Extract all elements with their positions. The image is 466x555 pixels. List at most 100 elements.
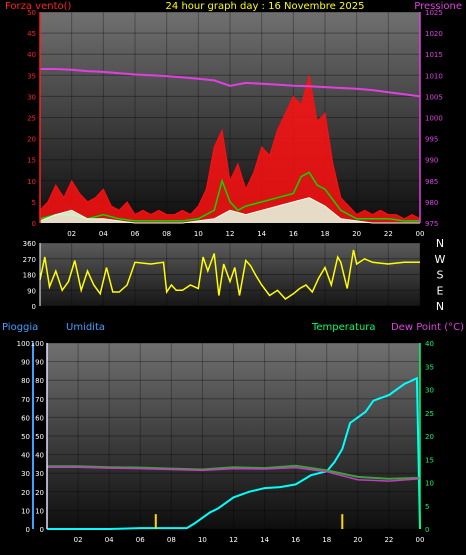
x-tick-label: 06 — [131, 230, 140, 238]
panel-direction-background — [40, 243, 420, 306]
x-tick-label: 18 — [321, 230, 330, 238]
x-tick-label: 22 — [384, 536, 393, 544]
y-right-tick-label: 995 — [425, 136, 438, 144]
y-right-tick-label: 15 — [425, 456, 434, 464]
humidity-tick-label: 20 — [35, 489, 44, 497]
direction-line — [39, 249, 420, 300]
x-tick-label: 06 — [136, 536, 145, 544]
y-right-tick-label: 10 — [425, 480, 434, 488]
temperature-axis-ticks: 0 5 10 15 20 25 30 35 40 — [425, 340, 434, 534]
x-tick-label: 00 — [416, 536, 425, 544]
direction-axis-ticks: 0 90 180 270 360 — [23, 240, 36, 311]
y-tick-label: 25 — [27, 115, 36, 123]
x-tick-label: 18 — [322, 536, 331, 544]
y-right-tick-label: 1005 — [425, 93, 443, 101]
y-tick-label: 10 — [21, 507, 30, 515]
x-tick-label: 08 — [162, 230, 171, 238]
y-tick-label: 15 — [27, 157, 36, 165]
y-right-tick-label: 1000 — [425, 115, 443, 123]
panel-wind-series — [39, 68, 421, 224]
compass-label: E — [437, 284, 444, 297]
y-tick-label: 20 — [21, 489, 30, 497]
y-tick-label: 30 — [21, 470, 30, 478]
humidity-label: Umidita — [66, 322, 105, 333]
y-right-tick-label: 1010 — [425, 72, 443, 80]
wind-label: Forza vento() — [5, 1, 72, 12]
x-tick-label: 12 — [226, 230, 235, 238]
y-tick-label: 360 — [23, 240, 36, 248]
wind_avg-line — [39, 75, 421, 220]
y-right-tick-label: 980 — [425, 199, 438, 207]
panel-humidity-grid — [47, 342, 421, 530]
rain-label: Pioggia — [2, 322, 38, 333]
x-tick-label: 22 — [384, 230, 393, 238]
humidity-tick-label: 80 — [35, 377, 44, 385]
y-right-tick-label: 1015 — [425, 51, 443, 59]
temperature-label: Temperatura — [311, 322, 376, 333]
x-tick-label: 08 — [167, 536, 176, 544]
humidity-tick-label: 50 — [35, 433, 44, 441]
y-right-tick-label: 1025 — [425, 9, 443, 17]
wind_gust-line — [39, 171, 420, 222]
wind_min-line — [39, 197, 420, 224]
pressure-label: Pressione — [414, 1, 462, 12]
y-tick-label: 50 — [27, 9, 36, 17]
x-tick-label: 04 — [105, 536, 114, 544]
panel-humidity-temperature: 0102030405060708090100010203040506070809… — [17, 340, 434, 544]
humidity-tick-label: 40 — [35, 452, 44, 460]
y-right-tick-label: 5 — [425, 503, 429, 511]
y-tick-label: 40 — [21, 452, 30, 460]
y-tick-label: 5 — [32, 199, 36, 207]
humidity-tick-label: 100 — [31, 340, 44, 348]
x-tick-label: 10 — [194, 230, 203, 238]
wind_avg-area — [40, 75, 420, 223]
y-right-tick-label: 30 — [425, 387, 434, 395]
wind-axis-ticks: 0 5 10 15 20 25 30 35 40 45 50 — [27, 9, 36, 228]
y-tick-label: 0 — [32, 303, 36, 311]
y-right-tick-label: 20 — [425, 433, 434, 441]
x-tick-label: 20 — [353, 536, 362, 544]
compass-label: S — [437, 269, 444, 282]
x-tick-label: 02 — [74, 536, 83, 544]
x-tick-label: 00 — [416, 230, 425, 238]
y-tick-label: 270 — [23, 256, 36, 264]
humidity-tick-label: 10 — [35, 507, 44, 515]
wind-time-axis-ticks: 02 04 06 08 10 12 14 16 18 20 22 00 — [67, 230, 424, 238]
compass-label: N — [436, 300, 444, 313]
y-right-tick-label: 990 — [425, 157, 438, 165]
y-right-tick-label: 0 — [425, 526, 429, 534]
humidity-tick-label: 90 — [35, 359, 44, 367]
x-tick-label: 14 — [260, 536, 269, 544]
y-tick-label: 180 — [23, 272, 36, 280]
humidity-tick-label: 70 — [35, 396, 44, 404]
y-tick-label: 80 — [21, 377, 30, 385]
pressure-axis-ticks: 975 980 985 990 995 1000 1005 1010 1015 1020 1025 — [425, 9, 443, 228]
x-tick-label: 20 — [352, 230, 361, 238]
dewpoint-label: Dew Point (°C) — [391, 322, 464, 333]
compass-label: W — [435, 253, 446, 266]
x-tick-label: 14 — [257, 230, 266, 238]
humidity-tick-label: 60 — [35, 414, 44, 422]
pressure-line — [40, 68, 421, 98]
chart-title: 24 hour graph day : 16 Novembre 2025 — [166, 1, 365, 12]
x-tick-label: 16 — [291, 536, 300, 544]
y-right-tick-label: 985 — [425, 178, 438, 186]
y-tick-label: 20 — [27, 136, 36, 144]
compass-label: N — [436, 237, 444, 250]
y-tick-label: 60 — [21, 414, 30, 422]
y-tick-label: 35 — [27, 72, 36, 80]
x-tick-label: 02 — [67, 230, 76, 238]
x-tick-label: 16 — [289, 230, 298, 238]
panel-direction-grid — [40, 242, 421, 307]
y-tick-label: 90 — [27, 287, 36, 295]
y-tick-label: 0 — [32, 220, 36, 228]
x-tick-label: 12 — [229, 536, 238, 544]
y-tick-label: 50 — [21, 433, 30, 441]
x-tick-label: 04 — [99, 230, 108, 238]
y-right-tick-label: 40 — [425, 340, 434, 348]
y-tick-label: 90 — [21, 359, 30, 367]
